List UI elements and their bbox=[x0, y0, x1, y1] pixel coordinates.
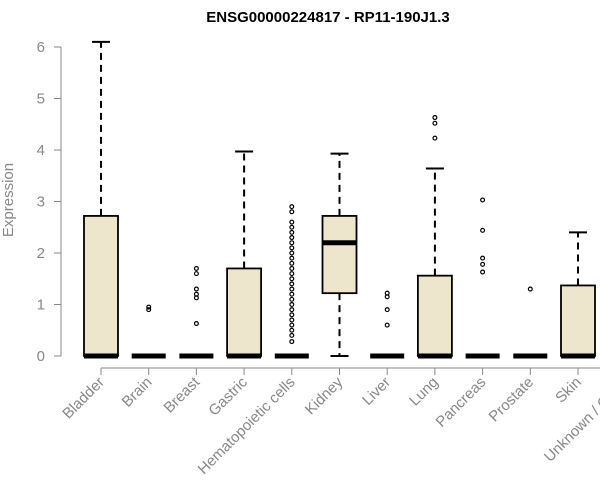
x-tick-label: Skin bbox=[552, 374, 585, 407]
outlier-point bbox=[289, 219, 295, 225]
outlier-point bbox=[480, 269, 486, 275]
outlier-point bbox=[384, 290, 390, 296]
x-tick-label: Liver bbox=[359, 374, 394, 409]
outlier-point bbox=[193, 321, 199, 327]
box-liver bbox=[370, 290, 405, 359]
outlier-point bbox=[146, 304, 152, 310]
x-tick-label: Gastric bbox=[205, 373, 251, 419]
outlier-point bbox=[193, 271, 199, 277]
outlier-point bbox=[289, 296, 295, 302]
x-tick-label: Kidney bbox=[302, 373, 347, 418]
outlier-point bbox=[289, 235, 295, 241]
outlier-point bbox=[146, 307, 152, 313]
outlier-point bbox=[432, 135, 438, 141]
x-tick-label: Breast bbox=[161, 373, 204, 416]
x-tick-label: Bladder bbox=[59, 374, 108, 423]
outlier-point bbox=[289, 302, 295, 308]
y-tick-label: 2 bbox=[37, 245, 45, 262]
outlier-point bbox=[289, 255, 295, 261]
box-group bbox=[83, 40, 596, 359]
outlier-point bbox=[289, 245, 295, 251]
outlier-point bbox=[289, 322, 295, 328]
outlier-point bbox=[432, 120, 438, 126]
outlier-point bbox=[384, 307, 390, 313]
outlier-point bbox=[384, 322, 390, 328]
outlier-point bbox=[480, 255, 486, 261]
y-tick-label: 3 bbox=[37, 194, 45, 211]
chart-title: ENSG00000224817 - RP11-190J1.3 bbox=[206, 9, 450, 26]
x-tick-label: Prostate bbox=[486, 374, 538, 426]
outlier-point bbox=[480, 261, 486, 267]
outlier-point bbox=[193, 265, 199, 271]
box-breast bbox=[179, 265, 214, 359]
outlier-point bbox=[527, 286, 533, 292]
x-tick-label: Pancreas bbox=[433, 374, 490, 431]
outlier-point bbox=[289, 276, 295, 282]
outlier-point bbox=[289, 260, 295, 266]
outlier-point bbox=[289, 327, 295, 333]
box-skin bbox=[560, 231, 596, 359]
y-tick-label: 5 bbox=[37, 91, 45, 108]
outlier-point bbox=[289, 229, 295, 235]
outlier-point bbox=[289, 339, 295, 345]
box-bladder bbox=[83, 40, 119, 359]
y-axis-label: Expression bbox=[0, 163, 17, 237]
y-tick-label: 0 bbox=[37, 348, 45, 365]
outlier-point bbox=[289, 240, 295, 246]
y-tick-label: 1 bbox=[37, 297, 45, 314]
y-axis: 0 1 2 3 4 5 6 bbox=[37, 39, 62, 365]
x-tick-label: Lung bbox=[406, 374, 442, 410]
box-brain bbox=[131, 304, 166, 359]
outlier-point bbox=[289, 307, 295, 313]
outlier-point bbox=[289, 250, 295, 256]
outlier-point bbox=[289, 204, 295, 210]
outlier-point bbox=[289, 209, 295, 215]
box-hematopoietic-cells bbox=[274, 204, 309, 359]
outlier-point bbox=[193, 291, 199, 297]
y-tick-label: 4 bbox=[37, 142, 45, 159]
outlier-point bbox=[432, 115, 438, 121]
y-tick-label: 6 bbox=[37, 39, 45, 56]
box-pancreas bbox=[465, 197, 500, 359]
outlier-point bbox=[289, 332, 295, 338]
iqr-box bbox=[83, 215, 119, 357]
outlier-point bbox=[289, 291, 295, 297]
outlier-point bbox=[289, 271, 295, 277]
iqr-box bbox=[321, 215, 358, 295]
outlier-point bbox=[289, 224, 295, 230]
iqr-box bbox=[416, 274, 453, 357]
outlier-point bbox=[193, 286, 199, 292]
outlier-point bbox=[480, 197, 486, 203]
iqr-box bbox=[560, 284, 596, 357]
outlier-point bbox=[289, 317, 295, 323]
box-lung bbox=[416, 115, 453, 359]
box-gastric bbox=[226, 150, 263, 359]
box-prostate bbox=[513, 286, 548, 359]
outlier-point bbox=[289, 265, 295, 271]
outlier-point bbox=[289, 286, 295, 292]
outlier-point bbox=[289, 281, 295, 287]
iqr-box bbox=[226, 267, 263, 357]
x-tick-label: Brain bbox=[119, 374, 156, 411]
outlier-point bbox=[480, 227, 486, 233]
outlier-point bbox=[289, 312, 295, 318]
box-kidney bbox=[321, 152, 358, 357]
